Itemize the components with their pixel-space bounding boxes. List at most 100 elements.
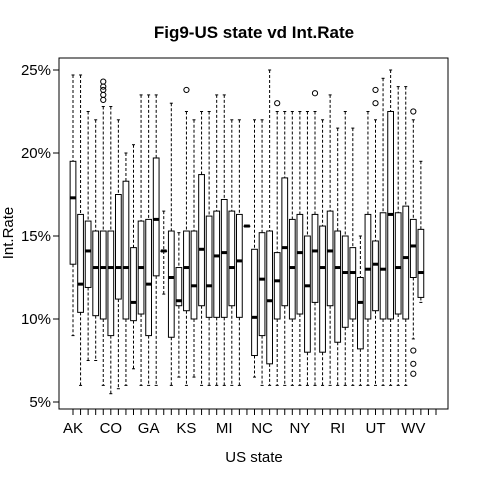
- box-il: [175, 232, 183, 378]
- box-dc: [122, 152, 130, 386]
- box-nh: [281, 111, 289, 386]
- outlier-point: [410, 370, 417, 377]
- box-or: [334, 127, 342, 386]
- x-tick-label: KS: [176, 420, 196, 437]
- box-ct: [115, 119, 122, 390]
- iqr-box: [341, 235, 349, 328]
- y-tick-label: 5%: [29, 394, 51, 411]
- outlier-point: [183, 86, 190, 94]
- y-tick-label: 25%: [21, 62, 51, 79]
- iqr-box: [296, 213, 304, 315]
- x-tick-label: RI: [330, 420, 345, 437]
- box-ms: [258, 119, 266, 386]
- iqr-box: [334, 230, 342, 343]
- iqr-box: [92, 230, 100, 317]
- iqr-box: [288, 218, 296, 320]
- x-tick-label: MI: [216, 420, 233, 437]
- box-nm: [296, 111, 304, 386]
- iqr-box: [115, 194, 122, 300]
- box-ma: [213, 94, 221, 386]
- box-md: [220, 94, 228, 386]
- iqr-box: [84, 220, 92, 288]
- y-tick-label: 10%: [21, 311, 51, 328]
- box-oh: [319, 119, 326, 386]
- box-az: [92, 119, 100, 361]
- x-tick-label: CO: [100, 420, 123, 437]
- box-hi: [152, 94, 160, 386]
- iqr-box: [281, 177, 289, 307]
- outlier-point: [100, 96, 107, 103]
- box-pa: [341, 111, 349, 386]
- iqr-box: [167, 230, 175, 338]
- box-ga: [145, 94, 152, 386]
- iqr-box: [107, 230, 115, 337]
- box-tx: [379, 77, 387, 386]
- x-tick-label: GA: [138, 420, 160, 437]
- x-tick-label: WV: [401, 420, 425, 437]
- outlier-point: [100, 78, 107, 85]
- box-ak: [69, 74, 77, 337]
- box-mn: [243, 224, 251, 228]
- iqr-box: [311, 213, 319, 303]
- outlier-point: [274, 100, 281, 107]
- iqr-box: [251, 248, 258, 357]
- iqr-box: [372, 240, 379, 312]
- x-tick-label: NC: [251, 420, 273, 437]
- iqr-box: [357, 277, 364, 350]
- y-axis: 5% 10% 15% 20% 25%: [21, 62, 59, 411]
- box-va: [394, 86, 402, 386]
- x-axis-label: US state: [225, 449, 283, 466]
- iqr-box: [266, 230, 273, 365]
- box-nv: [304, 111, 311, 386]
- iqr-box: [364, 213, 372, 320]
- outlier-point: [100, 91, 107, 99]
- x-axis: AK CO GA KS MI NC NY RI UT WV: [63, 409, 437, 437]
- chart-title: Fig9-US state vd Int.Rate: [154, 23, 354, 42]
- outlier-point: [372, 100, 379, 107]
- box-wa: [409, 108, 417, 377]
- box-de: [130, 144, 137, 370]
- box-tn: [372, 86, 379, 386]
- x-tick-label: NY: [289, 420, 310, 437]
- x-tick-label: UT: [366, 420, 386, 437]
- outlier-point: [100, 83, 107, 90]
- iqr-box: [122, 180, 130, 320]
- outlier-point: [410, 347, 417, 354]
- box-mi: [236, 119, 243, 386]
- y-tick-label: 15%: [21, 228, 51, 245]
- box-mo: [251, 119, 258, 378]
- box-co: [107, 106, 115, 395]
- box-ca: [99, 78, 107, 386]
- iqr-box: [152, 157, 160, 277]
- x-tick-label: AK: [63, 420, 83, 437]
- box-nj: [288, 111, 296, 386]
- iqr-box: [183, 230, 190, 312]
- plot-frame: [58, 57, 449, 410]
- iqr-box: [417, 228, 425, 298]
- iqr-box: [77, 213, 84, 313]
- box-vt: [402, 86, 410, 386]
- y-tick-label: 20%: [21, 145, 51, 162]
- box-ri: [349, 127, 357, 386]
- iqr-box: [213, 210, 221, 318]
- outlier-point: [410, 360, 417, 367]
- iqr-box: [304, 235, 311, 353]
- iqr-box: [236, 213, 243, 318]
- iqr-box: [99, 230, 107, 320]
- box-me: [228, 119, 236, 386]
- outlier-point: [100, 86, 107, 94]
- iqr-box: [190, 230, 198, 320]
- iqr-box: [379, 212, 387, 320]
- iqr-box: [130, 247, 137, 322]
- box-la: [205, 111, 213, 386]
- box-ne: [273, 100, 281, 386]
- box-al: [77, 74, 84, 386]
- box-ar: [84, 111, 92, 361]
- iqr-box: [349, 247, 357, 320]
- iqr-box: [326, 210, 334, 307]
- iqr-box: [228, 210, 236, 307]
- box-nc: [266, 69, 273, 386]
- outlier-point: [311, 90, 319, 97]
- iqr-box: [258, 232, 266, 337]
